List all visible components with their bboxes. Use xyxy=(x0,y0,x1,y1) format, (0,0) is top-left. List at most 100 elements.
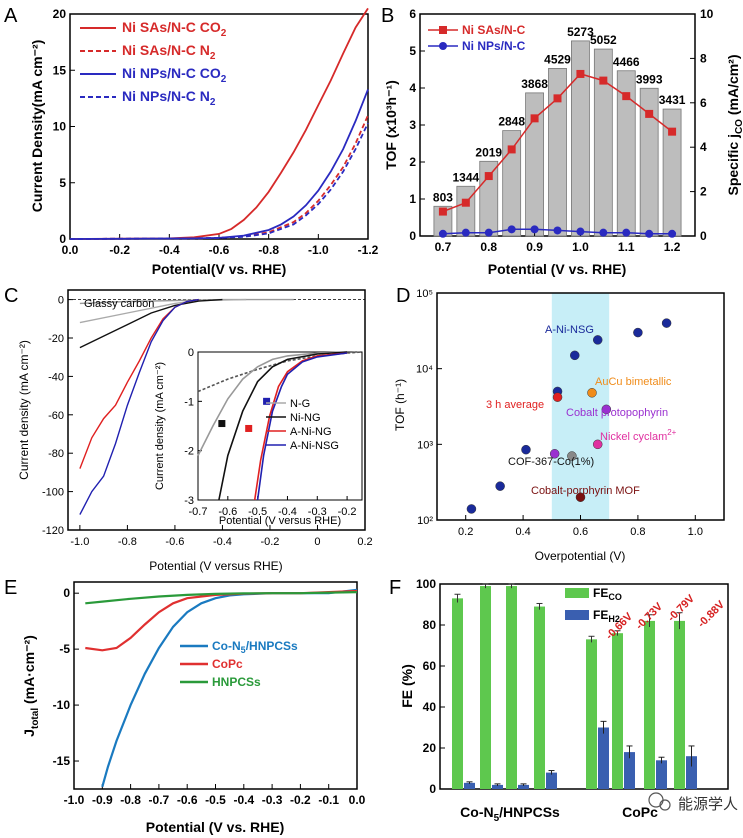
scatter-point xyxy=(575,492,586,502)
y-tick-label: -1 xyxy=(184,396,194,408)
panel-f-frame xyxy=(439,583,729,790)
fe-h2-bar xyxy=(686,756,697,789)
panel-a: A 0.0 -0.2 -0.4 -0.6 -0.8 -1.0 -1.2 0 5 10 15 20 Ni… xyxy=(4,5,379,277)
inset-curve xyxy=(218,351,348,501)
x-tick-label: -1.0 xyxy=(308,243,329,257)
x-tick-label: -0.1 xyxy=(318,793,339,807)
marker-circle xyxy=(553,226,562,235)
line-a-ni-ng xyxy=(79,298,199,469)
marker-square xyxy=(553,94,562,103)
y-tick-label: -2 xyxy=(184,446,194,458)
tof-bar-label: 803 xyxy=(433,190,453,204)
y-tick-label: 2 xyxy=(409,155,416,169)
panel-d-ylabel: TOF (h⁻¹) xyxy=(393,379,407,431)
point-label: Nickel cyclam2+ xyxy=(600,428,677,443)
tof-bar-label: 2848 xyxy=(498,115,525,129)
inset-legend-label: A-Ni-NG xyxy=(290,426,332,438)
fe-co-bar xyxy=(586,639,597,789)
panel-c-inset: -0.7 -0.6 -0.5 -0.4 -0.3 -0.2 0 -1 -2 -3 N-G Ni-NG… xyxy=(154,347,363,527)
panel-b: B 80313442019284838684529527350524466399… xyxy=(381,5,743,277)
y-tick-label: 0 xyxy=(188,347,194,359)
panel-a-xlabel: Potential(V vs. RHE) xyxy=(152,261,287,277)
watermark-text: 能源学人 xyxy=(678,795,738,813)
scatter-point xyxy=(601,404,612,415)
inset-legend-label: Ni-NG xyxy=(290,412,321,424)
fe-h2-bar xyxy=(656,760,667,789)
inset-curve xyxy=(197,351,348,456)
marker-circle xyxy=(668,229,677,238)
y-tick-label-right: 8 xyxy=(700,51,707,65)
point-label: COF-367-Co(1%) xyxy=(508,456,594,468)
marker-circle xyxy=(484,228,493,237)
tof-bar-label: 1344 xyxy=(452,170,479,184)
tof-bar-label: 5052 xyxy=(590,33,617,47)
x-tick-label: -0.5 xyxy=(248,506,267,518)
legend-label: Ni NPs/N-C N2 xyxy=(122,88,216,108)
panel-b-legend: Ni SAs/N-C Ni NPs/N-C xyxy=(428,23,526,53)
panel-a-legend: Ni SAs/N-C CO2 Ni SAs/N-C N2 Ni NPs/N-C CO… xyxy=(80,19,227,108)
x-tick-label: -0.8 xyxy=(118,536,137,548)
fe-co-bar xyxy=(644,620,655,789)
x-tick-label: -0.2 xyxy=(260,536,279,548)
x-tick-label: -0.6 xyxy=(165,536,184,548)
panel-d-xlabel: Overpotential (V) xyxy=(535,549,626,563)
x-tick-label: 1.0 xyxy=(572,240,589,254)
y-tick-label: -100 xyxy=(42,487,64,499)
y-tick-label: 0 xyxy=(58,295,64,307)
group-label-copc: CoPc xyxy=(622,804,658,820)
x-tick-label: 0.2 xyxy=(357,536,372,548)
scatter-point xyxy=(552,392,563,402)
potential-annotation: -0.79V xyxy=(666,592,698,624)
y-tick-label: 5 xyxy=(59,176,66,190)
y-tick-label: 0 xyxy=(429,782,436,796)
legend-label: FECO xyxy=(593,586,622,602)
line-ni-sas-n-c-n2 xyxy=(69,114,369,240)
inset-legend-label: N-G xyxy=(290,398,310,410)
legend-label: CoPc xyxy=(212,657,243,671)
x-tick-label: 0.6 xyxy=(573,526,588,538)
y-tick-label: 40 xyxy=(423,700,437,714)
y-tick-label: 10² xyxy=(417,515,433,527)
inset-legend-label: A-Ni-NSG xyxy=(290,440,339,452)
panel-letter-d: D xyxy=(396,285,410,307)
watermark: 能源学人 xyxy=(648,792,738,813)
panel-f-ylabel: FE (%) xyxy=(399,664,415,708)
tof-bar-label: 5273 xyxy=(567,25,594,39)
y-tick-label: 3 xyxy=(409,118,416,132)
x-tick-label: 0.7 xyxy=(435,240,452,254)
tof-bar xyxy=(548,68,567,237)
fe-co-bar xyxy=(480,586,491,789)
y-tick-label: 10 xyxy=(53,120,67,134)
panel-a-frame xyxy=(69,13,369,240)
y-tick-label: 15 xyxy=(53,63,67,77)
panel-e-lines xyxy=(85,588,358,788)
x-tick-label: -0.4 xyxy=(233,793,254,807)
x-tick-label: 1.2 xyxy=(664,240,681,254)
scatter-point xyxy=(567,451,577,461)
y-tick-label: 10³ xyxy=(417,439,433,451)
fe-co-bar xyxy=(452,598,463,789)
scatter-point xyxy=(549,449,560,459)
marker-circle xyxy=(599,228,608,237)
x-tick-label: -1.0 xyxy=(64,793,85,807)
y-tick-label: -3 xyxy=(184,495,194,507)
panel-e-legend: Co-N5/HNPCSs CoPc HNPCSs xyxy=(180,639,298,689)
panel-c: C -1.0 -0.8 -0.6 -0.4 -0.2 0 0.20-20-40-60-80-… xyxy=(4,285,373,573)
line-hnpcss xyxy=(85,591,358,605)
y-tick-label: 5 xyxy=(409,44,416,58)
panel-letter-f: F xyxy=(389,577,401,599)
legend-swatch xyxy=(565,610,589,620)
y-tick-label: -15 xyxy=(53,754,71,768)
y-tick-label: 0 xyxy=(63,586,70,600)
tof-bar xyxy=(456,185,476,237)
x-tick-label: -0.5 xyxy=(205,793,226,807)
legend-marker xyxy=(439,42,447,50)
legend-label: FEH2 xyxy=(593,608,620,624)
marker-circle xyxy=(576,227,585,236)
panel-c-xlabel: Potential (V versus RHE) xyxy=(149,559,282,573)
line-ni-nps-n-c-co2 xyxy=(69,89,369,240)
marker-circle xyxy=(645,229,654,238)
panel-f-legend: FECO FEH2 xyxy=(565,586,622,624)
